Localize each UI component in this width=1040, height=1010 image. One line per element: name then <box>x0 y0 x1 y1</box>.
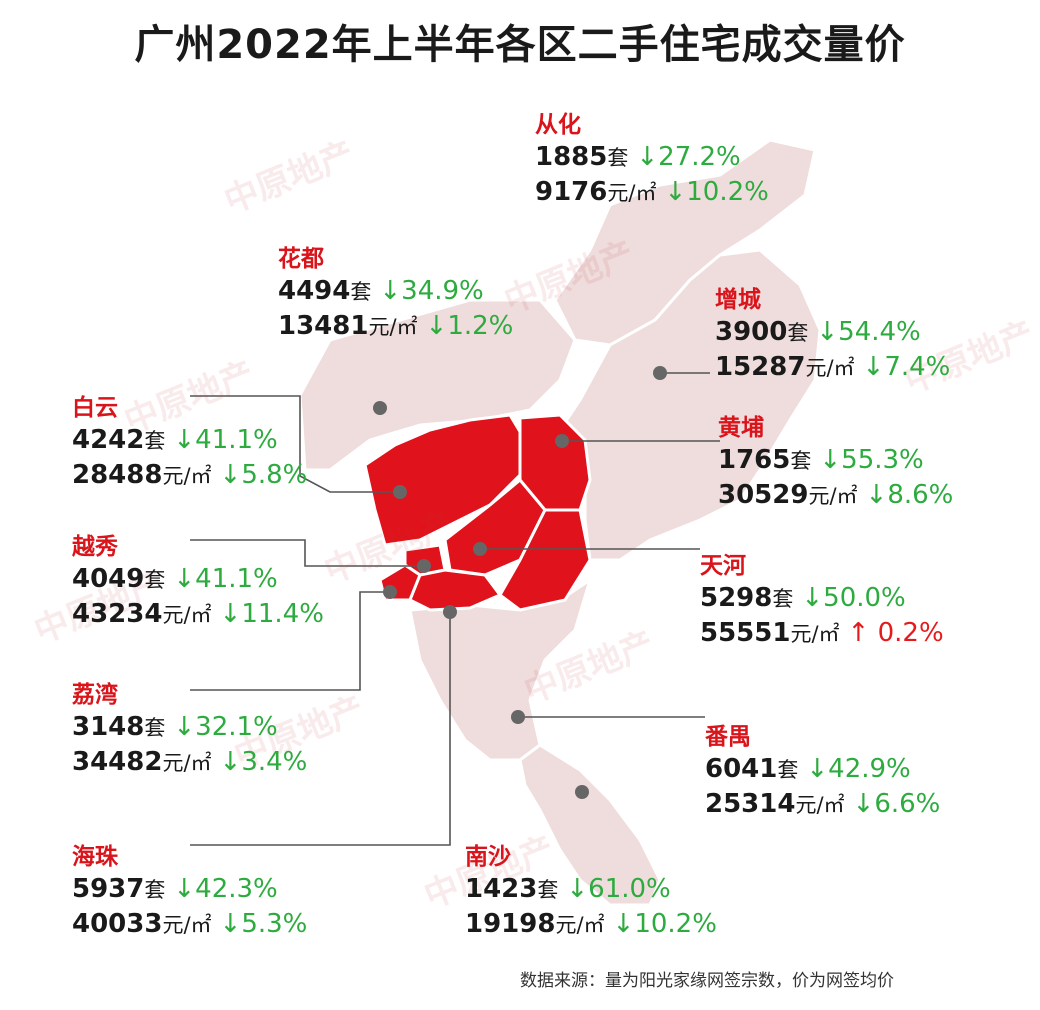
district-tianhe: 天河 5298套 ↓50.0% 55551元/㎡ ↑ 0.2% <box>700 553 944 648</box>
district-name: 天河 <box>700 553 746 579</box>
district-baiyun: 白云 4242套 ↓41.1% 28488元/㎡ ↓5.8% <box>72 395 308 490</box>
district-panyu: 番禺 6041套 ↓42.9% 25314元/㎡ ↓6.6% <box>705 724 941 819</box>
dot-haizhu <box>443 605 457 619</box>
dot-zengcheng <box>653 366 667 380</box>
district-name: 南沙 <box>465 844 511 870</box>
district-huangpu: 黄埔 1765套 ↓55.3% 30529元/㎡ ↓8.6% <box>718 415 954 510</box>
district-name: 从化 <box>535 112 581 138</box>
dot-huadu <box>373 401 387 415</box>
district-name: 越秀 <box>72 534 118 560</box>
dot-panyu <box>511 710 525 724</box>
leader-baiyun <box>190 395 400 493</box>
district-huadu: 花都 4494套 ↓34.9% 13481元/㎡ ↓1.2% <box>278 246 514 341</box>
district-name: 荔湾 <box>72 682 118 708</box>
dot-liwan <box>383 585 397 599</box>
district-name: 黄埔 <box>718 415 764 441</box>
district-name: 番禺 <box>705 724 751 750</box>
region-conghua <box>553 138 817 347</box>
district-zengcheng: 增城 3900套 ↓54.4% 15287元/㎡ ↓7.4% <box>715 287 951 382</box>
leader-haizhu <box>190 612 451 846</box>
district-conghua: 从化 1885套 ↓27.2% 9176元/㎡ ↓10.2% <box>535 112 769 207</box>
district-name: 海珠 <box>72 844 118 870</box>
region-zengcheng <box>558 248 822 562</box>
district-name: 增城 <box>715 287 761 313</box>
region-nansha <box>518 743 662 907</box>
district-nansha: 南沙 1423套 ↓61.0% 19198元/㎡ ↓10.2% <box>465 844 717 939</box>
region-huadu <box>298 298 577 472</box>
leader-yuexiu <box>190 539 424 567</box>
district-name: 花都 <box>278 246 324 272</box>
district-liwan: 荔湾 3148套 ↓32.1% 34482元/㎡ ↓3.4% <box>72 682 308 777</box>
dot-nansha <box>575 785 589 799</box>
dot-tianhe <box>473 542 487 556</box>
dot-huangpu <box>555 434 569 448</box>
region-haizhu <box>408 568 502 612</box>
district-haizhu: 海珠 5937套 ↓42.3% 40033元/㎡ ↓5.3% <box>72 844 308 939</box>
data-source-note: 数据来源：量为阳光家缘网签宗数，价为网签均价 <box>520 971 894 991</box>
page-title: 广州2022年上半年各区二手住宅成交量价 <box>134 22 906 68</box>
district-yuexiu: 越秀 4049套 ↓41.1% 43234元/㎡ ↓11.4% <box>72 534 324 629</box>
region-huangpu-south <box>498 508 592 612</box>
leader-liwan <box>190 591 390 691</box>
dot-yuexiu <box>417 559 431 573</box>
district-name: 白云 <box>72 395 118 421</box>
dot-baiyun <box>393 485 407 499</box>
